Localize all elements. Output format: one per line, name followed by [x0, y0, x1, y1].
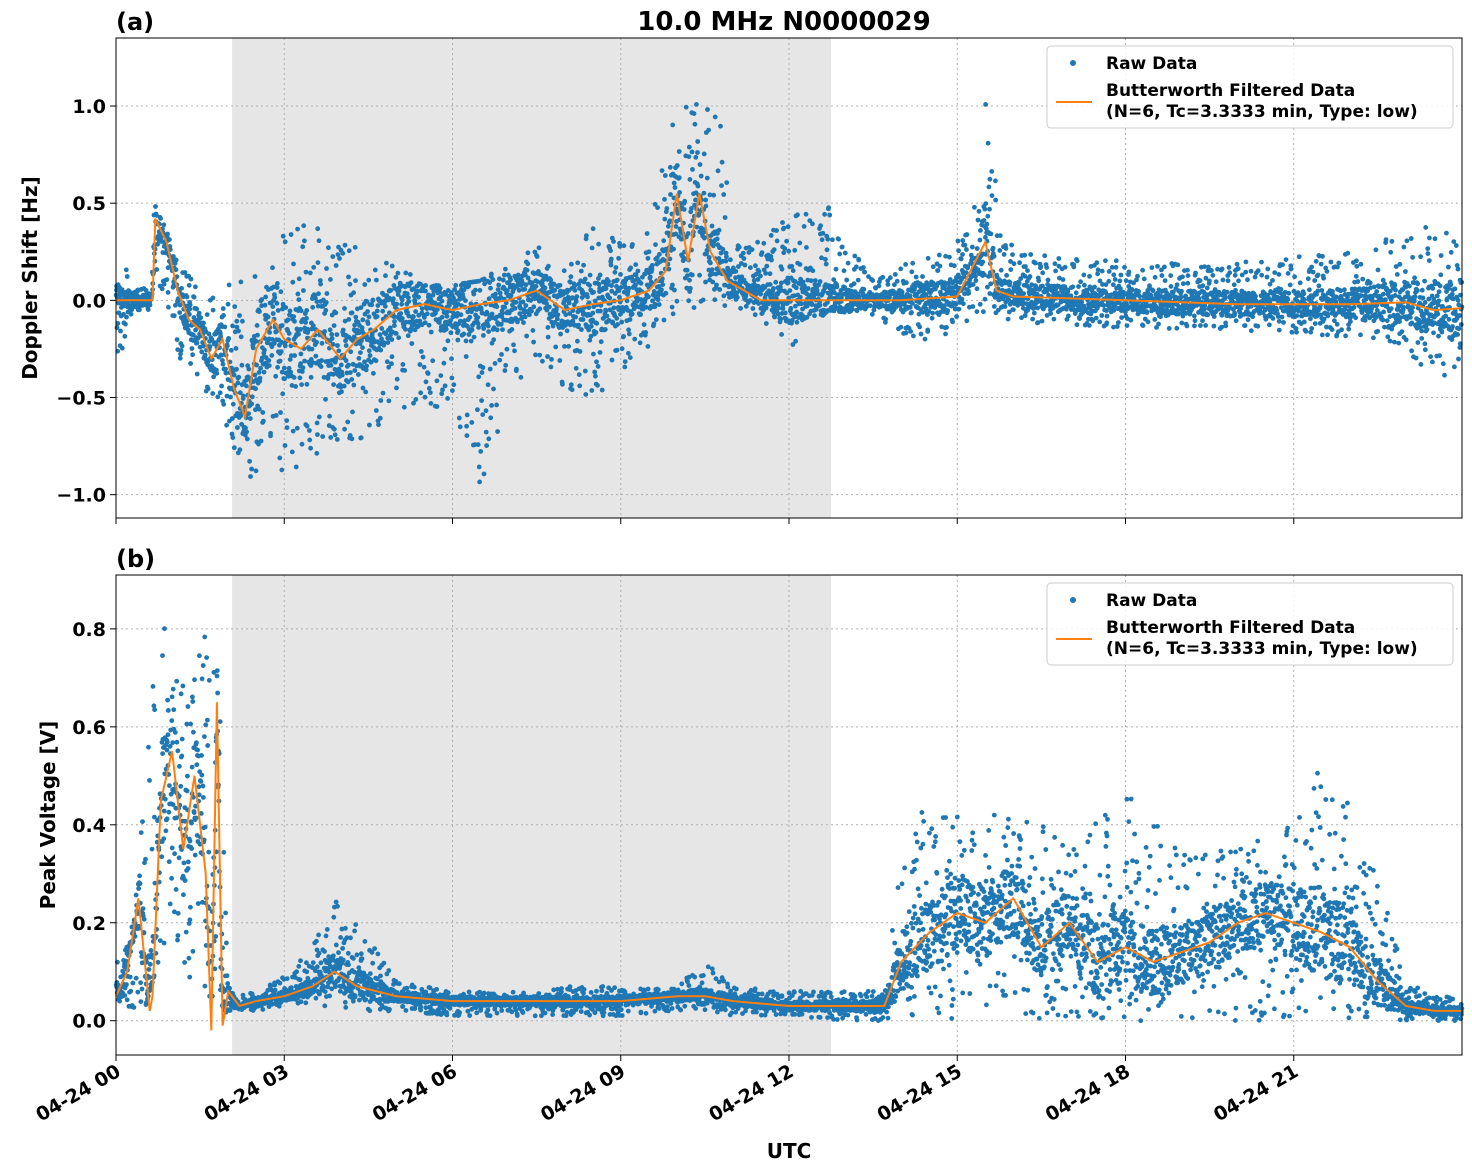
legend-raw-label: Raw Data	[1106, 591, 1197, 611]
legend-box	[1046, 45, 1454, 129]
x-tick-label: 04-24 12	[705, 1060, 797, 1126]
legend-box	[1046, 582, 1454, 666]
y-tick-label: −0.5	[56, 388, 106, 410]
y-tick-label: 1.0	[72, 96, 106, 118]
panel-a-raw-points	[113, 102, 1465, 485]
legend-raw-marker	[1070, 597, 1076, 603]
legend-filtered-label-line2: (N=6, Tc=3.3333 min, Type: low)	[1106, 639, 1418, 659]
panel-a-label: (a)	[116, 8, 154, 36]
x-tick-label: 04-24 00	[32, 1060, 124, 1126]
panel-b-x-ticks	[115, 1055, 1295, 1061]
panel-a-legend: Raw Data Butterworth Filtered Data (N=6,…	[1046, 45, 1454, 129]
y-tick-label: 0.0	[72, 1011, 106, 1033]
x-tick-label: 04-24 03	[200, 1060, 292, 1126]
x-tick-label: 04-24 21	[1210, 1060, 1302, 1126]
figure-title: 10.0 MHz N0000029	[637, 7, 930, 37]
y-tick-label: 0.5	[72, 193, 106, 215]
legend-raw-label: Raw Data	[1106, 54, 1197, 74]
panel-a-ylabel: Doppler Shift [Hz]	[18, 176, 42, 380]
panel-b-legend: Raw Data Butterworth Filtered Data (N=6,…	[1046, 582, 1454, 666]
x-tick-label: 04-24 18	[1042, 1060, 1134, 1126]
raw-data-points	[113, 102, 1465, 485]
legend-filtered-label-line2: (N=6, Tc=3.3333 min, Type: low)	[1106, 102, 1418, 122]
y-tick-label: 0.6	[72, 717, 106, 739]
legend-raw-marker	[1070, 60, 1076, 66]
y-tick-label: 0.2	[72, 913, 106, 935]
panel-b-label: (b)	[116, 545, 155, 573]
panel-a-x-ticks	[115, 518, 1295, 524]
x-tick-labels: 04-24 00 04-24 03 04-24 06 04-24 09 04-24 12…	[32, 1060, 1302, 1126]
y-tick-label: −1.0	[56, 485, 106, 507]
legend-filtered-label-line1: Butterworth Filtered Data	[1106, 81, 1355, 101]
panel-b-ylabel: Peak Voltage [V]	[36, 721, 60, 910]
x-tick-label: 04-24 09	[537, 1060, 629, 1126]
panel-b-voltage: (b) 0.0 0.2 0.4 0.6 0.8 Peak Voltage [V] Raw…	[36, 545, 1465, 1061]
panel-b-y-ticks: 0.0 0.2 0.4 0.6 0.8	[72, 619, 116, 1033]
panel-a-doppler: (a) −1.0 −0.5 0.0 0.5 1.0 Doppler Shift [Hz]…	[18, 8, 1465, 524]
panel-b-filtered-line	[115, 702, 1462, 1031]
y-tick-label: 0.4	[72, 815, 106, 837]
legend-filtered-label-line1: Butterworth Filtered Data	[1106, 618, 1355, 638]
x-tick-label: 04-24 06	[369, 1060, 461, 1126]
panel-a-y-ticks: −1.0 −0.5 0.0 0.5 1.0	[56, 96, 116, 507]
panel-a-filtered-line	[116, 193, 1463, 421]
x-tick-label: 04-24 15	[873, 1060, 965, 1126]
x-axis-label: UTC	[767, 1139, 812, 1163]
y-tick-label: 0.0	[72, 290, 106, 312]
y-tick-label: 0.8	[72, 619, 106, 641]
